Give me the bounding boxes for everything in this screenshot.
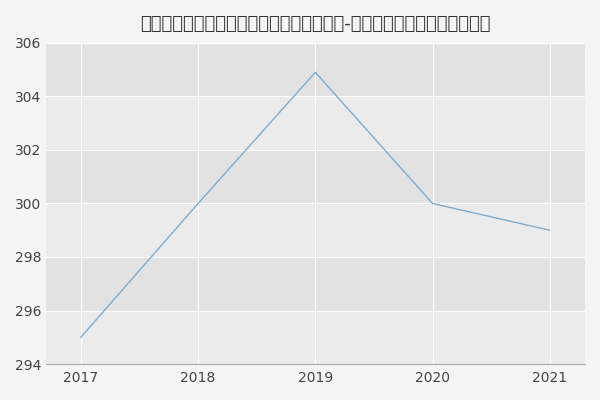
Bar	[46, 257, 585, 310]
Bar	[46, 204, 585, 257]
Bar	[46, 150, 585, 204]
Bar	[46, 43, 585, 96]
Title: 南通大学医学院、药学院皮肤病与性病学（-历年复试）研究生录取分数线: 南通大学医学院、药学院皮肤病与性病学（-历年复试）研究生录取分数线	[140, 15, 491, 33]
Bar	[46, 310, 585, 364]
Bar	[46, 96, 585, 150]
